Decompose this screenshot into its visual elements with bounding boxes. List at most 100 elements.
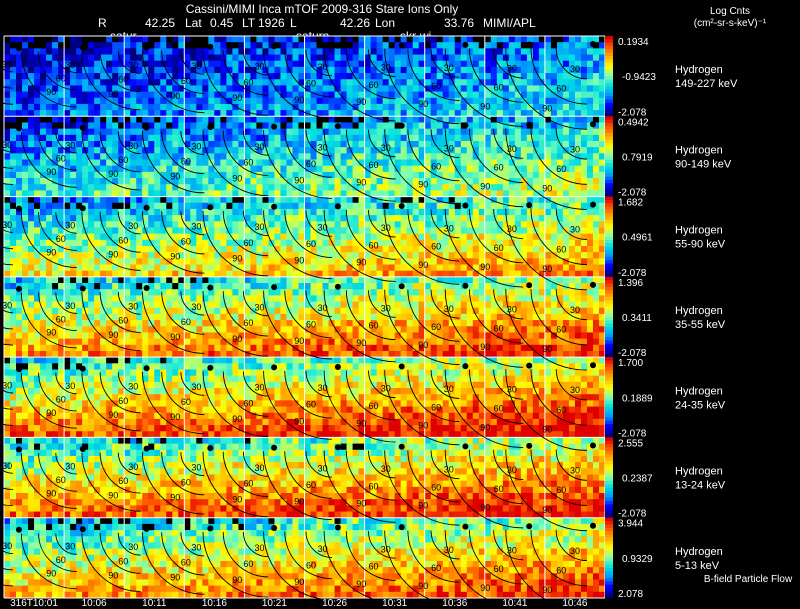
heatmap-cell	[454, 202, 462, 210]
heatmap-cell	[568, 85, 576, 92]
heatmap-cell	[490, 239, 498, 247]
heatmap-cell	[256, 258, 263, 265]
heatmap-cell	[598, 140, 606, 148]
heatmap-cell	[226, 48, 233, 55]
heatmap-cell	[580, 258, 588, 265]
heatmap-cell	[124, 171, 131, 179]
heatmap-cell	[262, 208, 269, 216]
heatmap-cell	[526, 295, 534, 302]
heatmap-cell	[394, 36, 402, 43]
heatmap-cell	[10, 344, 17, 352]
heatmap-cell	[196, 110, 203, 117]
heatmap-cell	[76, 313, 83, 321]
heatmap-cell	[4, 140, 11, 148]
figure-title: Cassini/MIMI Inca mTOF 2009-316 Stare Io…	[186, 2, 459, 16]
heatmap-cell	[154, 252, 161, 259]
heatmap-cell	[586, 190, 594, 197]
heatmap-cell	[502, 36, 510, 43]
heatmap-cell	[304, 66, 311, 74]
heatmap-cell	[244, 264, 251, 272]
heatmap-cell	[52, 221, 59, 228]
heatmap-cell	[214, 270, 221, 278]
heatmap-cell	[178, 239, 185, 247]
heatmap-cell	[22, 178, 29, 185]
heatmap-cell	[298, 36, 305, 43]
heatmap-cell	[442, 178, 450, 185]
heatmap-cell	[220, 276, 227, 284]
heatmap-cell	[190, 332, 197, 340]
heatmap-cell	[58, 60, 65, 68]
heatmap-cell	[532, 42, 540, 49]
heatmap-cell	[448, 36, 456, 43]
heatmap-cell	[268, 171, 275, 179]
heatmap-cell	[100, 190, 107, 197]
heatmap-cell	[280, 66, 287, 74]
heatmap-cell	[190, 320, 197, 327]
heatmap-cell	[112, 60, 119, 68]
heatmap-cell	[550, 215, 558, 222]
heatmap-cell	[304, 233, 311, 241]
heatmap-cell	[538, 239, 546, 247]
heatmap-cell	[142, 165, 149, 173]
heatmap-cell	[274, 153, 281, 160]
heatmap-cell	[532, 276, 540, 284]
heatmap-layer	[4, 36, 606, 599]
heatmap-cell	[220, 283, 227, 290]
heatmap-cell	[280, 190, 287, 197]
heatmap-cell	[64, 239, 71, 247]
heatmap-cell	[184, 159, 191, 167]
heatmap-cell	[76, 153, 83, 160]
heatmap-cell	[550, 140, 558, 148]
heatmap-cell	[406, 134, 414, 142]
heatmap-cell	[538, 73, 546, 80]
heatmap-cell	[118, 208, 125, 216]
heatmap-cell	[4, 66, 11, 74]
heatmap-cell	[124, 79, 131, 86]
heatmap-cell	[364, 233, 372, 241]
heatmap-cell	[10, 128, 17, 136]
heatmap-cell	[574, 264, 582, 272]
heatmap-cell	[352, 48, 359, 55]
heatmap-cell	[406, 313, 414, 321]
heatmap-cell	[136, 190, 143, 197]
heatmap-cell	[514, 239, 522, 247]
heatmap-cell	[70, 332, 77, 340]
heatmap-cell	[508, 134, 516, 142]
heatmap-cell	[70, 73, 77, 80]
heatmap-cell	[400, 215, 408, 222]
heatmap-cell	[598, 202, 606, 210]
heatmap-cell	[232, 116, 239, 123]
heatmap-cell	[94, 332, 101, 340]
heatmap-cell	[10, 245, 17, 253]
heatmap-cell	[418, 48, 426, 55]
heatmap-cell	[532, 171, 540, 179]
heatmap-cell	[280, 103, 287, 111]
heatmap-cell	[268, 307, 275, 315]
heatmap-cell	[508, 85, 516, 92]
heatmap-cell	[460, 344, 468, 352]
heatmap-cell	[490, 110, 498, 117]
heatmap-cell	[334, 66, 341, 74]
heatmap-cell	[256, 350, 263, 358]
heatmap-cell	[436, 208, 444, 216]
heatmap-cell	[532, 245, 540, 253]
heatmap-cell	[130, 184, 137, 191]
heatmap-cell	[190, 73, 197, 80]
heatmap-cell	[244, 270, 251, 278]
heatmap-cell	[82, 221, 89, 228]
heatmap-cell	[310, 91, 317, 99]
heatmap-cell	[550, 79, 558, 86]
heatmap-cell	[328, 208, 335, 216]
heatmap-cell	[376, 344, 384, 352]
heatmap-cell	[250, 54, 257, 62]
heatmap-cell	[442, 264, 450, 272]
heatmap-cell	[226, 320, 233, 327]
heatmap-cell	[46, 326, 53, 333]
heatmap-cell	[394, 332, 402, 340]
heatmap-cell	[436, 54, 444, 62]
heatmap-cell	[448, 147, 456, 154]
heatmap-cell	[436, 66, 444, 74]
heatmap-cell	[166, 60, 173, 68]
heatmap-cell	[160, 326, 167, 333]
heatmap-cell	[310, 208, 317, 216]
